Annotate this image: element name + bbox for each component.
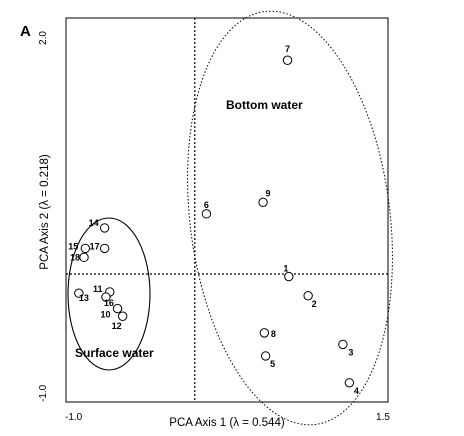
data-point-15 <box>80 243 91 254</box>
bottom-water-ellipse <box>187 10 393 426</box>
point-label-17: 17 <box>90 241 100 251</box>
group-label-bottom-water: Bottom water <box>226 98 303 112</box>
point-label-8: 8 <box>271 329 276 339</box>
point-label-10: 10 <box>101 310 111 320</box>
data-point-8 <box>259 328 270 338</box>
point-label-12: 12 <box>112 321 122 331</box>
y-tick-label-min: -1.0 <box>38 384 49 402</box>
data-point-14 <box>99 223 110 233</box>
plot-frame <box>65 17 389 403</box>
data-point-9 <box>258 197 268 208</box>
data-point-10 <box>112 303 123 314</box>
data-point-12 <box>117 311 128 321</box>
data-point-1 <box>284 271 294 282</box>
point-label-2: 2 <box>312 299 317 309</box>
point-label-6: 6 <box>204 200 209 210</box>
panel-label: A <box>20 23 31 40</box>
group-label-surface-water: Surface water <box>75 346 154 360</box>
point-label-18: 18 <box>70 252 80 262</box>
data-point-2 <box>303 291 313 301</box>
x-axis-label: PCA Axis 1 (λ = 0.544) <box>169 417 285 429</box>
group-boundaries <box>67 10 393 426</box>
point-label-1: 1 <box>283 264 288 274</box>
point-label-16: 16 <box>104 298 114 308</box>
point-label-9: 9 <box>266 188 271 198</box>
x-tick-label-min: -1.0 <box>65 412 83 423</box>
point-label-4: 4 <box>354 386 359 396</box>
data-point-7 <box>282 55 293 65</box>
point-label-13: 13 <box>79 293 89 303</box>
point-label-15: 15 <box>68 241 78 251</box>
data-point-16 <box>101 292 111 302</box>
data-point-18 <box>79 252 89 263</box>
surface-water-ellipse <box>67 217 151 371</box>
x-tick-label-max: 1.5 <box>376 412 390 423</box>
data-point-5 <box>260 351 271 361</box>
point-label-11: 11 <box>93 284 103 294</box>
point-label-7: 7 <box>285 44 290 54</box>
data-point-17 <box>99 243 110 254</box>
point-label-5: 5 <box>270 359 275 369</box>
data-point-13 <box>74 288 84 298</box>
plot-area <box>65 17 389 403</box>
data-point-4 <box>344 378 355 388</box>
point-label-14: 14 <box>89 218 99 228</box>
y-axis-label: PCA Axis 2 (λ = 0.218) <box>39 154 51 270</box>
y-tick-label-max: 2.0 <box>38 31 49 45</box>
data-point-6 <box>201 209 212 219</box>
point-label-3: 3 <box>348 347 353 357</box>
data-point-3 <box>338 339 348 350</box>
